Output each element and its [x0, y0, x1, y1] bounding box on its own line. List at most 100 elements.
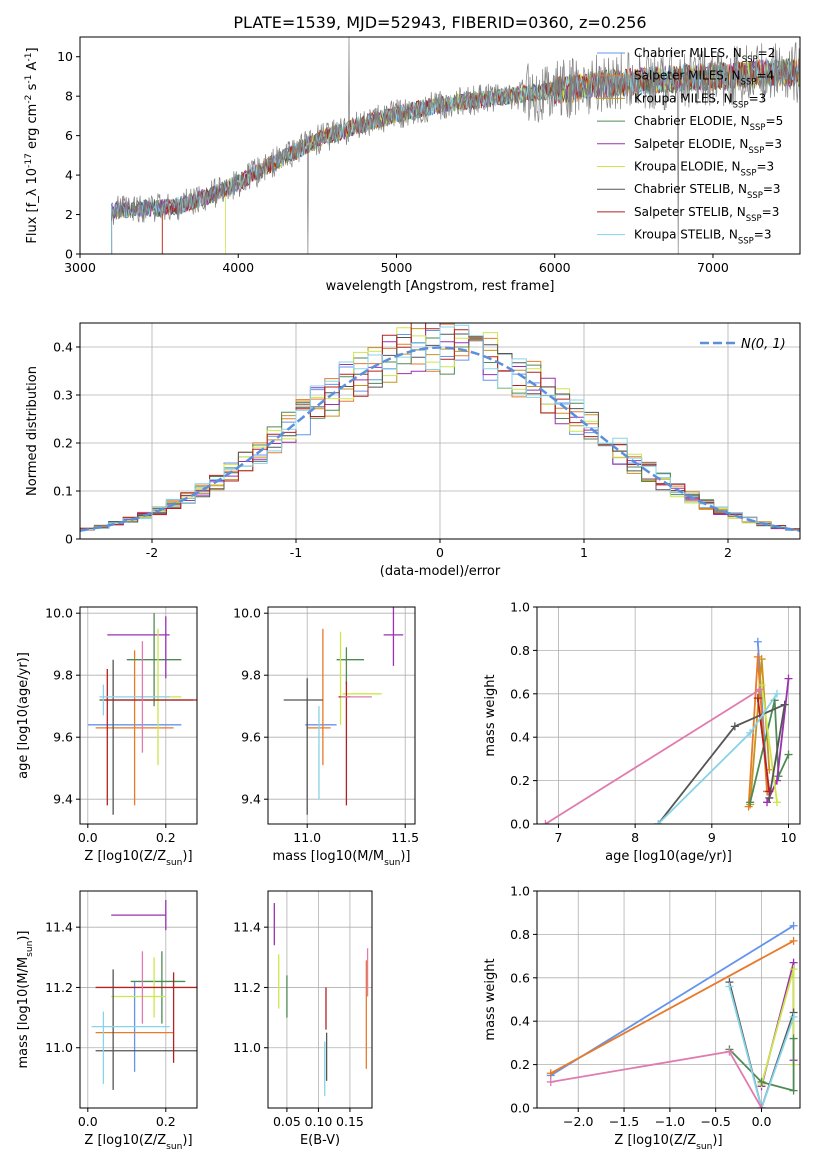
y-tick-label: 2 [65, 207, 73, 222]
age_vs_mass-panel: 11.0 11.5 9.4 9.6 9.8 10.0 [233, 606, 419, 845]
weight_vs_age-plot-area [541, 637, 793, 824]
legend-label: Kroupa ELODIE, NSSP=3 [634, 160, 774, 179]
legend-label: Chabrier STELIB, NSSP=3 [634, 182, 781, 201]
weight-series-line [756, 697, 771, 792]
errorbar-point [126, 613, 182, 707]
weight-marker [789, 965, 798, 974]
y-tick-label: 9.4 [241, 792, 261, 807]
y-tick-label: 9.8 [241, 668, 261, 683]
x-tick-label: -1 [290, 545, 302, 560]
weight-marker [730, 722, 739, 731]
y-tick-label: 0.4 [510, 730, 530, 745]
x-tick-label: 4000 [222, 260, 254, 275]
figure-title: PLATE=1539, MJD=52943, FIBERID=0360, z=0… [233, 13, 646, 32]
y-tick-label: 1.0 [510, 600, 530, 615]
weight-marker [756, 685, 765, 694]
x-tick-label: 3000 [64, 260, 96, 275]
observed-spectrum-line [111, 37, 800, 254]
x-tick-label: 1 [580, 545, 588, 560]
weight-marker [757, 655, 766, 664]
y-tick-label: 9.6 [53, 730, 73, 745]
legend-label: Salpeter ELODIE, NSSP=3 [634, 137, 782, 156]
x-tick-label: 0 [436, 545, 444, 560]
spectrum-legend: Chabrier MILES, NSSP=2 Salpeter MILES, NS… [597, 46, 783, 247]
y-tick-label: 8 [65, 89, 73, 104]
y-tick-label: 0.6 [510, 686, 530, 701]
x-axis-label: (data-model)/error [380, 564, 501, 579]
weight-marker [725, 982, 734, 991]
legend-label: Kroupa STELIB, NSSP=3 [634, 228, 772, 247]
age_vs_Z-panel: 0.0 0.2 9.4 9.6 9.8 10.0 [45, 606, 198, 845]
errorbar-point [95, 650, 174, 806]
x-tick-label: -2 [146, 545, 158, 560]
y-tick-label: 0.2 [53, 436, 73, 451]
x-axis-label: wavelength [Angstrom, rest frame] [326, 279, 555, 294]
weight-marker [757, 1077, 766, 1086]
age_vs_mass-plot-area [283, 607, 404, 815]
age_vs_Z-plot-area [87, 613, 197, 815]
x-axis-label: E(B-V) [300, 1133, 340, 1148]
weight-marker [725, 1047, 734, 1056]
errorbar-point [383, 607, 404, 666]
x-tick-label: 0.0 [78, 830, 98, 845]
axes-frame [267, 606, 416, 825]
y-tick-label: 11.4 [45, 920, 73, 935]
y-tick-label: 0.6 [510, 970, 530, 985]
x-axis-label: mass [log10(M/Msun)] [272, 849, 410, 868]
weight_vs_age-panel: 7 8 9 10 0.0 0.2 0.4 0.6 0.8 1.0 [510, 600, 801, 845]
weight-marker [753, 637, 762, 646]
x-axis-label: Z [log10(Z/Zsun)] [614, 1133, 722, 1152]
weight-marker [784, 750, 793, 759]
y-tick-label: 0.4 [510, 1014, 530, 1029]
weight-marker [746, 728, 755, 737]
x-tick-label: 8 [631, 830, 639, 845]
residual_histogram-plot-area [80, 323, 800, 532]
mass_vs_ebv-panel: 0.05 0.10 0.15 11.0 11.2 11.4 [233, 890, 373, 1129]
y-tick-label: 9.4 [53, 792, 73, 807]
weight-marker [765, 787, 774, 796]
legend-label: Salpeter MILES, NSSP=4 [634, 69, 774, 88]
x-tick-label: −0.5 [701, 1114, 731, 1129]
histogram-step [80, 324, 800, 531]
x-tick-label: 0.2 [156, 830, 176, 845]
y-tick-label: 0.4 [53, 340, 73, 355]
weight-marker [654, 820, 663, 824]
legend-label: Chabrier MILES, NSSP=2 [634, 46, 775, 65]
spectrum-plot-area [111, 37, 800, 254]
weight-series-line [749, 700, 790, 803]
y-tick-label: 0.8 [510, 643, 530, 658]
x-tick-label: 0.0 [78, 1114, 98, 1129]
weight-marker [757, 681, 766, 690]
weight-marker [789, 1012, 798, 1021]
x-tick-label: 9 [708, 830, 716, 845]
axes-frame [79, 36, 801, 255]
histogram-legend: N(0, 1) [700, 337, 786, 352]
axes-frame [536, 606, 801, 825]
mass_vs_Z-plot-area [91, 900, 197, 1090]
axes-frame [79, 606, 198, 825]
y-tick-label: 0.1 [53, 484, 73, 499]
gaussian-curve [80, 346, 800, 532]
weight-marker [546, 1069, 555, 1078]
y-tick-label: 10.0 [233, 606, 261, 621]
weight-marker [757, 1104, 766, 1108]
weight-marker [789, 1034, 798, 1043]
x-tick-label: 11.5 [391, 830, 419, 845]
y-tick-label: 0.2 [510, 773, 530, 788]
weight-series-line [544, 688, 761, 824]
x-tick-label: 7000 [697, 260, 729, 275]
x-tick-label: 0.15 [336, 1114, 364, 1129]
y-tick-label: 0.0 [510, 1101, 530, 1116]
x-tick-label: 2 [724, 545, 732, 560]
weight-series-line [550, 1050, 763, 1108]
y-tick-label: 0.0 [510, 817, 530, 832]
y-axis-label: age [log10(age/yr)] [16, 652, 31, 779]
y-tick-label: 11.2 [45, 980, 73, 995]
y-tick-label: 11.0 [233, 1040, 261, 1055]
y-tick-label: 9.8 [53, 668, 73, 683]
weight-marker [753, 694, 762, 703]
weight-marker [746, 798, 755, 807]
weight-marker [541, 820, 550, 824]
y-axis-label: Flux [f_λ 10-17 erg cm-2 s-1 A-1] [24, 47, 40, 243]
y-tick-label: 11.4 [233, 920, 261, 935]
